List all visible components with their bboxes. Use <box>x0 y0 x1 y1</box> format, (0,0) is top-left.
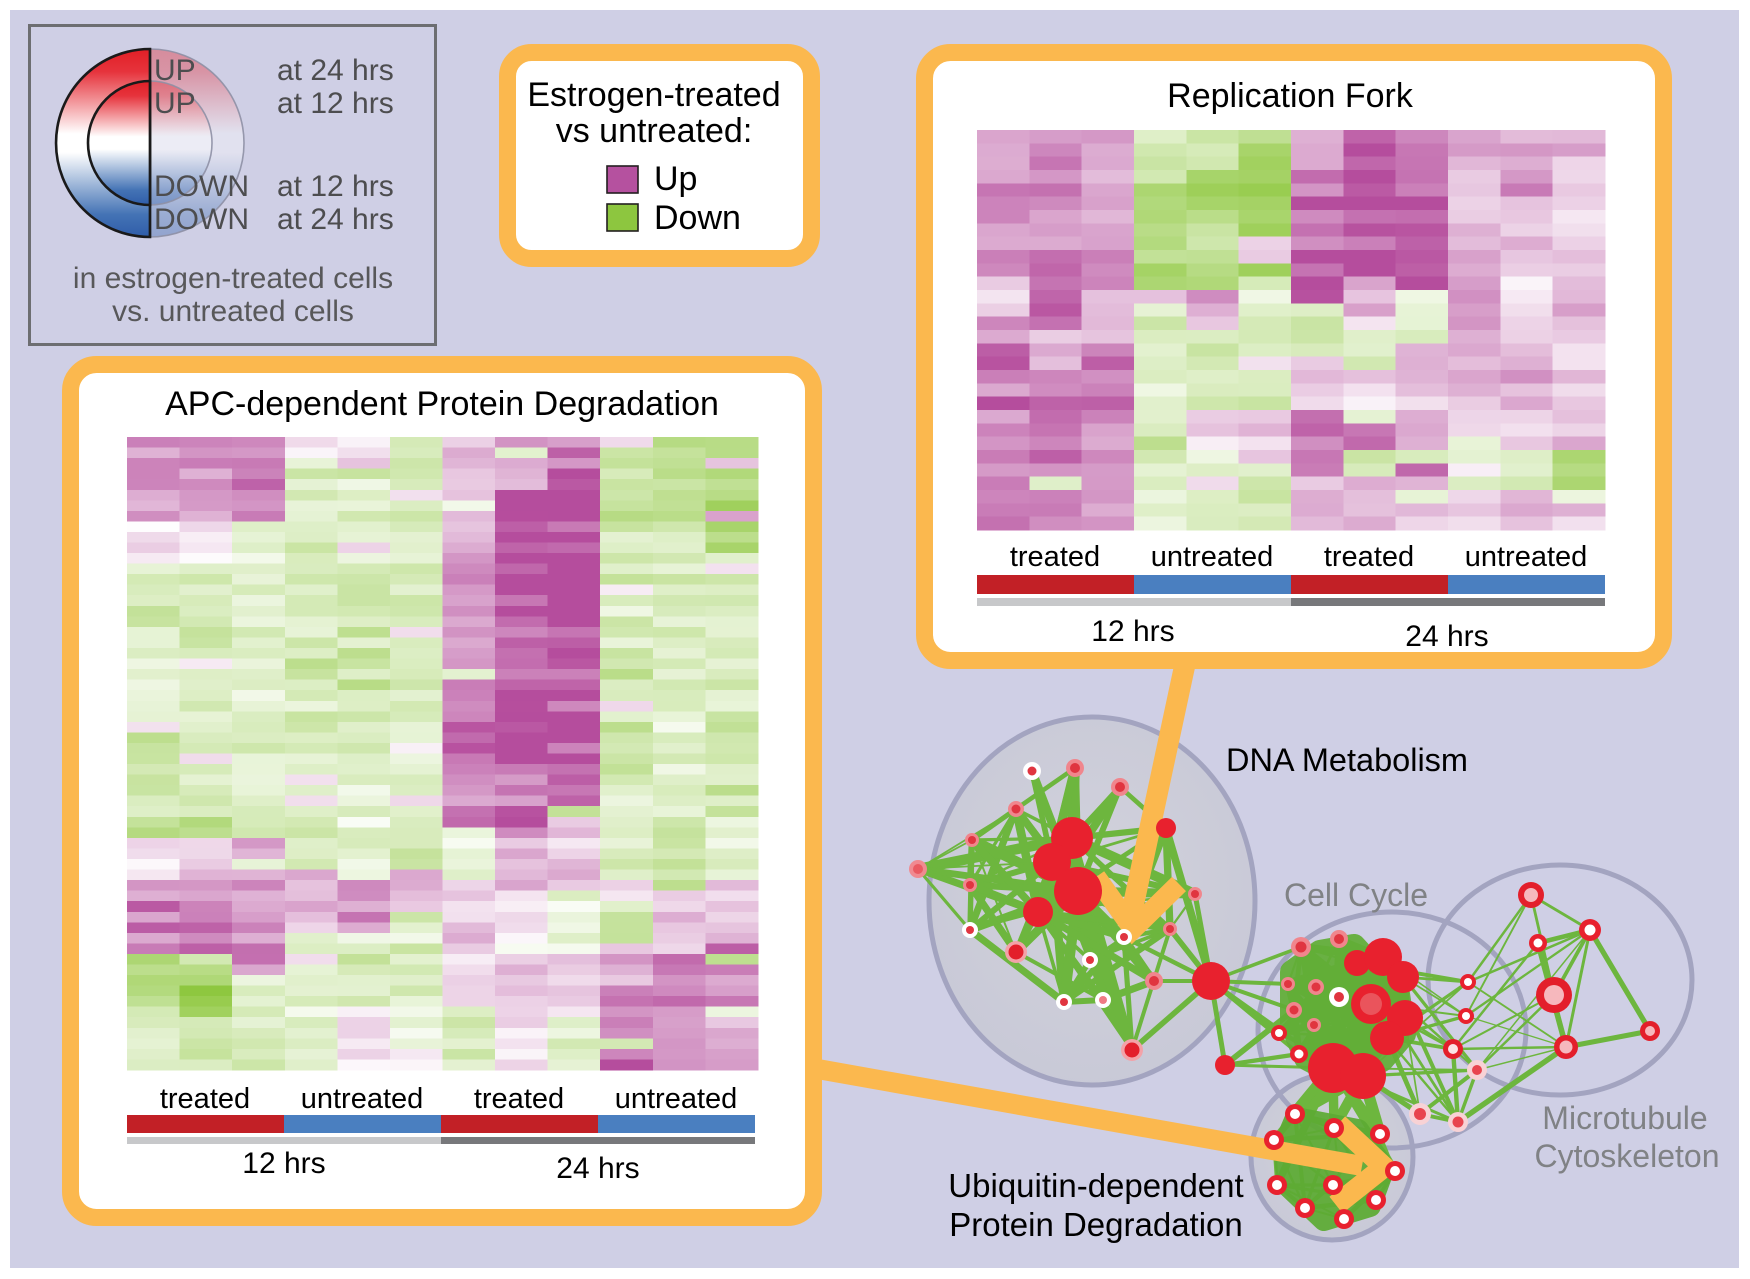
svg-text:untreated: untreated <box>1151 541 1274 573</box>
svg-text:12 hrs: 12 hrs <box>1091 615 1174 648</box>
svg-text:Cytoskeleton: Cytoskeleton <box>1535 1138 1720 1174</box>
svg-text:12 hrs: 12 hrs <box>242 1147 325 1180</box>
svg-text:DNA Metabolism: DNA Metabolism <box>1226 742 1468 778</box>
svg-text:Microtubule: Microtubule <box>1542 1100 1707 1136</box>
svg-text:at 12 hrs: at 12 hrs <box>277 87 394 120</box>
svg-text:UP: UP <box>154 87 196 120</box>
svg-text:treated: treated <box>1010 541 1100 573</box>
svg-text:24 hrs: 24 hrs <box>556 1152 639 1185</box>
svg-text:at 24 hrs: at 24 hrs <box>277 203 394 236</box>
svg-text:treated: treated <box>474 1083 564 1115</box>
svg-text:untreated: untreated <box>615 1083 738 1115</box>
svg-text:DOWN: DOWN <box>154 170 249 203</box>
svg-text:Up: Up <box>654 160 697 198</box>
svg-text:at 12 hrs: at 12 hrs <box>277 170 394 203</box>
svg-text:vs untreated:: vs untreated: <box>556 112 753 150</box>
svg-text:untreated: untreated <box>1465 541 1588 573</box>
svg-text:APC-dependent Protein Degradat: APC-dependent Protein Degradation <box>165 385 719 423</box>
svg-text:Estrogen-treated: Estrogen-treated <box>527 76 780 114</box>
svg-text:DOWN: DOWN <box>154 203 249 236</box>
svg-text:Ubiquitin-dependent: Ubiquitin-dependent <box>948 1167 1243 1204</box>
svg-text:in estrogen-treated cells: in estrogen-treated cells <box>73 262 393 295</box>
svg-text:treated: treated <box>160 1083 250 1115</box>
svg-text:Down: Down <box>654 199 741 237</box>
svg-text:at 24 hrs: at 24 hrs <box>277 54 394 87</box>
svg-text:untreated: untreated <box>301 1083 424 1115</box>
svg-text:treated: treated <box>1324 541 1414 573</box>
svg-text:Cell Cycle: Cell Cycle <box>1284 877 1428 913</box>
svg-text:vs. untreated cells: vs. untreated cells <box>112 295 354 328</box>
svg-text:Protein Degradation: Protein Degradation <box>949 1206 1243 1243</box>
svg-text:24 hrs: 24 hrs <box>1405 620 1488 653</box>
svg-text:UP: UP <box>154 54 196 87</box>
svg-text:Replication Fork: Replication Fork <box>1167 77 1414 115</box>
